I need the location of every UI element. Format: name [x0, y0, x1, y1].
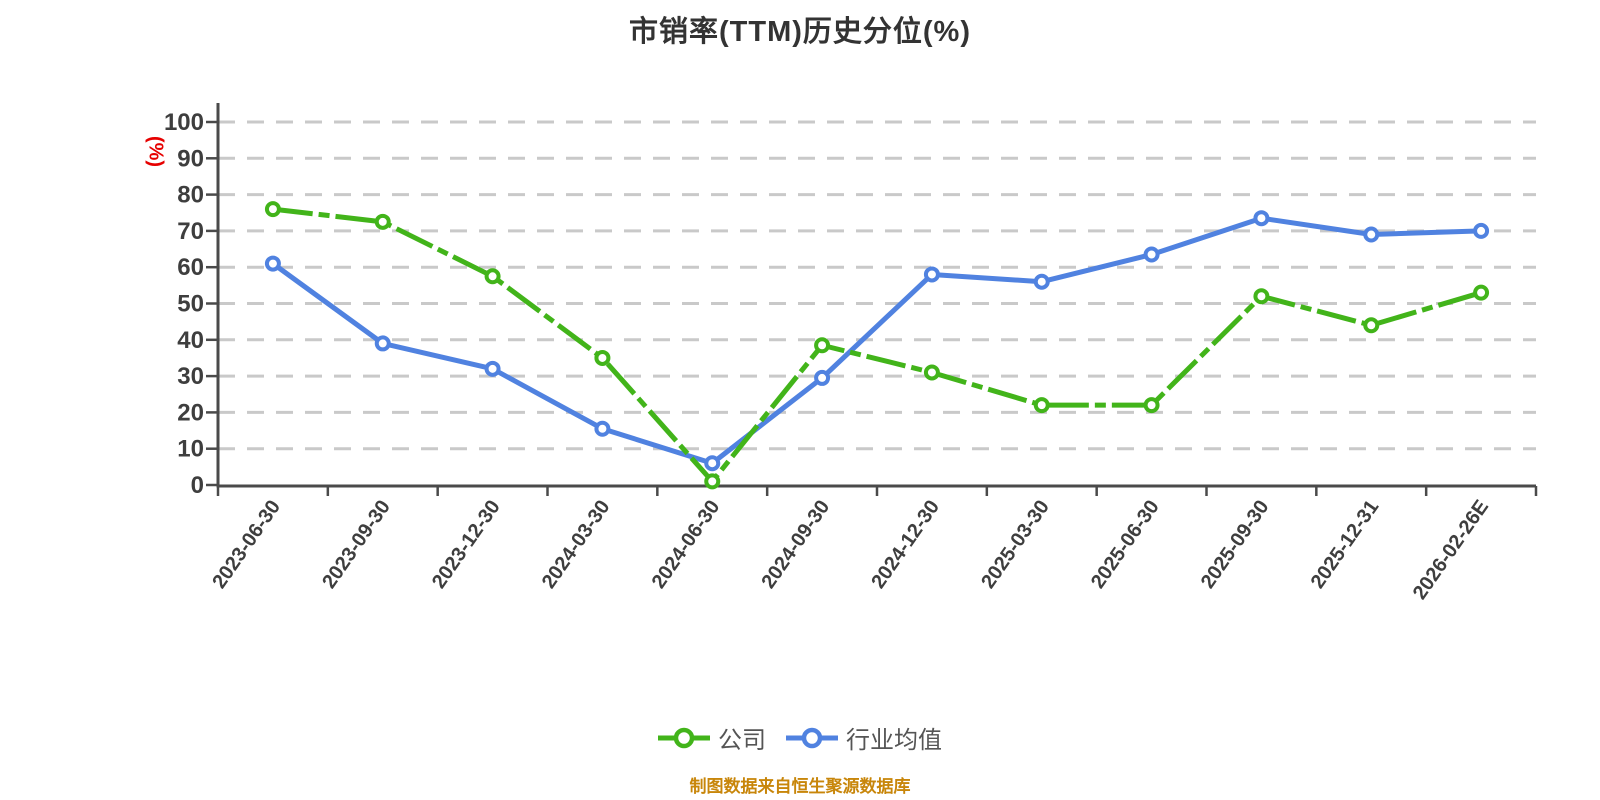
svg-text:2024-03-30: 2024-03-30: [538, 496, 615, 592]
svg-text:2023-12-30: 2023-12-30: [428, 496, 505, 592]
svg-text:90: 90: [177, 145, 204, 172]
legend-item-industry: 行业均值: [786, 720, 942, 755]
company-data-points: [264, 201, 1490, 490]
x-axis-tick-labels: 2023-06-30 2023-09-30 2023-12-30 2024-03-30…: [208, 496, 1493, 603]
svg-text:20: 20: [177, 399, 204, 426]
data-source-note: 制图数据来自恒生聚源数据库: [689, 777, 911, 796]
svg-text:2026-02-26E: 2026-02-26E: [1409, 496, 1493, 603]
company-legend-label: 公司: [718, 727, 766, 754]
svg-text:50: 50: [177, 291, 204, 318]
company-series-line: [272, 206, 1482, 484]
svg-text:10: 10: [177, 436, 204, 463]
industry-legend-marker-icon: [786, 727, 838, 748]
company-legend-marker-icon: [658, 727, 710, 748]
svg-text:2025-12-31: 2025-12-31: [1307, 496, 1384, 592]
svg-text:2023-09-30: 2023-09-30: [318, 496, 395, 592]
svg-text:2025-09-30: 2025-09-30: [1197, 496, 1274, 592]
svg-text:100: 100: [164, 109, 204, 136]
svg-text:70: 70: [177, 218, 204, 245]
axes: [206, 103, 1538, 496]
svg-text:60: 60: [177, 254, 204, 281]
svg-text:30: 30: [177, 363, 204, 390]
y-axis-tick-labels: 0 10 20 30 40 50 60 70 80 90 100: [164, 109, 204, 499]
svg-text:80: 80: [177, 182, 204, 209]
industry-series-line: [271, 215, 1482, 466]
legend: 公司 行业均值: [0, 720, 1600, 755]
svg-text:2025-06-30: 2025-06-30: [1087, 496, 1164, 592]
svg-text:2024-09-30: 2024-09-30: [757, 496, 834, 592]
svg-text:0: 0: [191, 472, 204, 499]
svg-text:40: 40: [177, 327, 204, 354]
industry-data-points: [264, 210, 1490, 472]
chart-title: 市销率(TTM)历史分位(%): [628, 16, 971, 48]
svg-text:2024-12-30: 2024-12-30: [867, 496, 944, 592]
svg-text:2025-03-30: 2025-03-30: [977, 496, 1054, 592]
svg-text:2024-06-30: 2024-06-30: [648, 496, 725, 592]
svg-text:2023-06-30: 2023-06-30: [208, 496, 285, 592]
gridlines: [218, 120, 1536, 451]
industry-legend-label: 行业均值: [846, 727, 942, 754]
legend-item-company: 公司: [658, 720, 766, 755]
